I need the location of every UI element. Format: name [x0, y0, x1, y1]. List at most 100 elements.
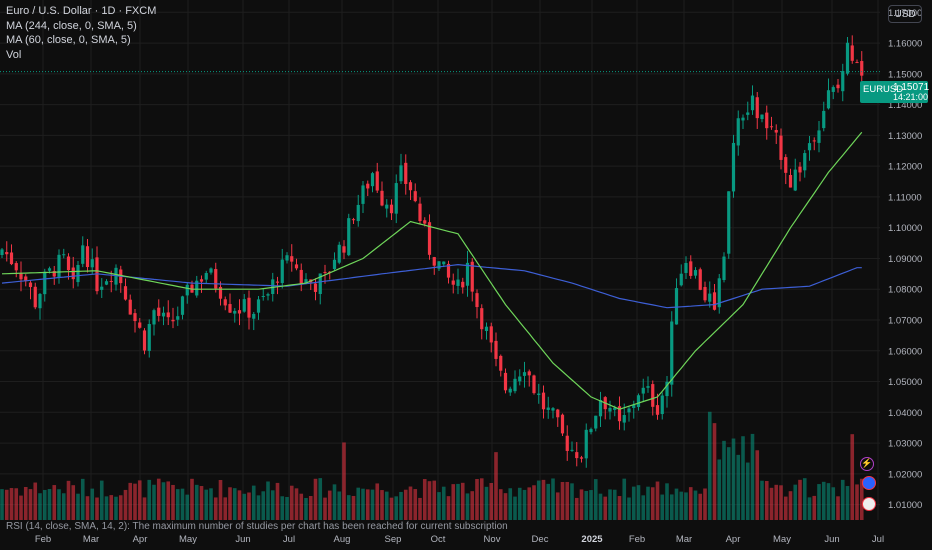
- time-tick-label: May: [179, 534, 197, 545]
- candle-body: [499, 355, 503, 371]
- candle-body: [19, 273, 23, 280]
- candle-body: [299, 269, 303, 285]
- ma-244-legend[interactable]: MA (244, close, 0, SMA, 5): [6, 19, 137, 32]
- price-tag-price: 1.15071: [893, 82, 930, 93]
- eu-flag-icon[interactable]: [862, 476, 876, 490]
- price-tick-label: 1.04000: [888, 408, 922, 419]
- candle-body: [38, 293, 42, 309]
- candle-body: [266, 294, 270, 296]
- candle-body: [9, 252, 14, 265]
- volume-bar: [61, 493, 66, 520]
- symbol-title[interactable]: Euro / U.S. Dollar · 1D · FXCM: [6, 5, 157, 17]
- candle-body: [746, 112, 750, 115]
- volume-bar: [655, 481, 660, 520]
- volume-bar: [251, 485, 256, 520]
- volume-bar: [736, 454, 741, 520]
- price-tick-label: 1.10000: [888, 223, 922, 234]
- candle-body: [546, 407, 550, 410]
- candle-body: [252, 313, 256, 319]
- volume-bar: [104, 496, 109, 520]
- candle-body: [765, 112, 769, 129]
- price-tick-label: 1.07000: [888, 316, 922, 327]
- volume-bar: [774, 484, 779, 520]
- volume-bar: [171, 484, 175, 520]
- candle-body: [5, 252, 9, 255]
- volume-bar: [598, 493, 603, 520]
- price-tick-label: 1.05000: [888, 377, 922, 388]
- candle-body: [594, 415, 598, 429]
- time-tick-label: Mar: [676, 534, 692, 545]
- ma-60-legend[interactable]: MA (60, close, 0, SMA, 5): [6, 34, 131, 46]
- volume-bar: [726, 447, 731, 520]
- us-flag-icon[interactable]: [862, 497, 876, 511]
- candle-body: [290, 256, 294, 262]
- volume-bar: [166, 481, 171, 520]
- candle-body: [741, 117, 745, 121]
- volume-bar: [66, 480, 71, 520]
- chart-grid: [0, 0, 880, 520]
- candle-body: [370, 173, 375, 187]
- currency-button[interactable]: USD: [888, 5, 922, 23]
- volume-bar: [332, 484, 337, 520]
- candle-body: [100, 286, 104, 290]
- volume-bar: [669, 494, 674, 520]
- price-tick-label: 1.09000: [888, 254, 922, 265]
- candle-body: [237, 310, 242, 314]
- candle-body: [71, 267, 75, 280]
- volume-bar: [465, 493, 470, 520]
- volume-bar: [38, 493, 42, 520]
- price-tick-label: 1.11000: [888, 192, 922, 203]
- volume-bar: [821, 481, 826, 520]
- candle-body: [613, 407, 617, 410]
- candle-body: [152, 310, 156, 325]
- volume-bar: [826, 483, 831, 520]
- volume-legend[interactable]: Vol: [6, 48, 22, 61]
- time-axis: Feb Mar Apr May Jun Jul Aug Sep Oct Nov Dec 2025 Feb…: [35, 534, 884, 545]
- volume-bar: [513, 496, 517, 520]
- volume-bar: [603, 496, 608, 520]
- volume-bar: [494, 452, 498, 520]
- candle-body: [52, 271, 56, 277]
- volume-bar: [665, 483, 669, 520]
- volume-bar: [270, 490, 275, 520]
- volume-bar: [156, 478, 161, 520]
- candle-body: [584, 429, 588, 459]
- bolt-icon[interactable]: ⚡: [860, 457, 874, 471]
- candle-body: [537, 393, 541, 396]
- volume-bar: [213, 497, 218, 520]
- volume-bar: [584, 490, 589, 520]
- volume-bar: [579, 489, 584, 520]
- volume-bar: [517, 487, 522, 520]
- volume-bar: [508, 488, 513, 520]
- volume-bar: [247, 492, 251, 520]
- candle-body: [261, 296, 265, 298]
- volume-bar: [99, 480, 104, 520]
- candle-body: [703, 287, 707, 301]
- candle-body: [589, 429, 593, 433]
- candle-body: [0, 249, 4, 256]
- candle-body: [784, 157, 788, 173]
- candle-body: [408, 182, 413, 191]
- candle-body: [665, 381, 669, 397]
- volume-bar: [555, 492, 560, 520]
- candle-body: [351, 219, 356, 221]
- volume-bar: [71, 485, 76, 520]
- volume-bar: [384, 491, 389, 520]
- candle-body: [541, 392, 546, 410]
- volume-bar: [142, 497, 147, 520]
- volume-bar: [484, 486, 489, 520]
- candle-body: [427, 222, 432, 255]
- price-tick-label: 1.12000: [888, 162, 922, 173]
- volume-bar: [427, 481, 432, 520]
- volume-bar: [707, 411, 712, 520]
- volume-bar: [228, 487, 232, 520]
- time-tick-label: Feb: [629, 534, 645, 545]
- candle-body: [109, 280, 113, 282]
- candle-body: [598, 400, 603, 417]
- volume-bar: [489, 482, 494, 520]
- candle-body: [684, 262, 688, 273]
- volume-bar: [128, 482, 133, 520]
- volume-bar: [19, 495, 23, 520]
- candle-body: [693, 270, 698, 276]
